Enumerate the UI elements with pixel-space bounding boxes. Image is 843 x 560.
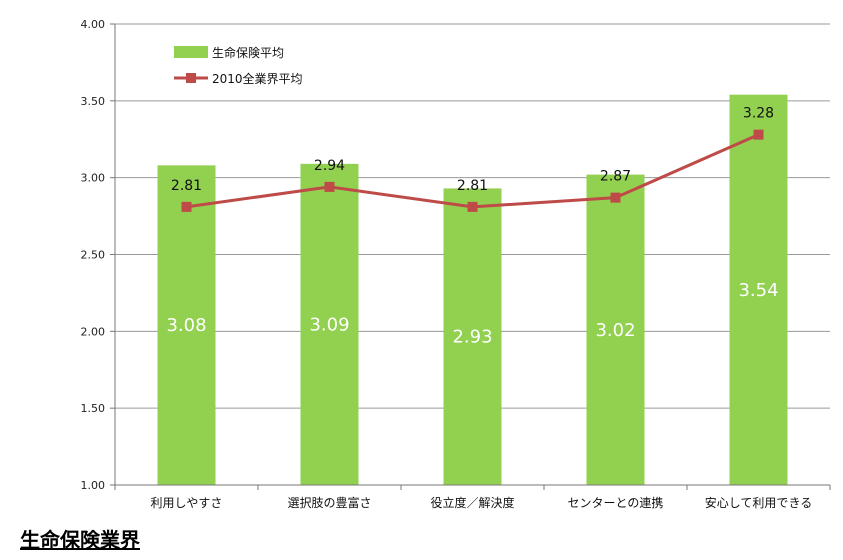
chart: 1.00 1.50 2.00 2.50 3.00 3.50 4.00 3.08 3.09 2.9…: [81, 18, 831, 510]
line-point: [467, 201, 478, 212]
bar-series: [157, 94, 788, 486]
bar: [443, 188, 502, 485]
x-tick-label: 選択肢の豊富さ: [287, 495, 371, 510]
y-tick-label: 1.00: [81, 479, 106, 492]
line-value-labels: 2.81 2.94 2.81 2.87 3.28: [171, 106, 774, 194]
y-tick-label: 3.50: [81, 95, 106, 108]
bar-value-label: 3.02: [595, 320, 635, 341]
bar: [586, 174, 645, 486]
line-value-label: 2.81: [457, 178, 488, 194]
line-series: [181, 129, 764, 212]
bar: [157, 165, 216, 485]
x-tick-label: 利用しやすさ: [151, 496, 223, 510]
line-point: [324, 181, 335, 192]
y-tick-label: 2.50: [81, 249, 106, 262]
y-axis-ticks: 1.00 1.50 2.00 2.50 3.00 3.50 4.00: [81, 18, 115, 492]
legend-label: 生命保険平均: [212, 45, 284, 60]
line-point: [753, 129, 764, 140]
x-axis: 利用しやすさ 選択肢の豊富さ 役立度／解決度 センターとの連携 安心して利用できる: [114, 24, 831, 510]
x-tick-label: 安心して利用できる: [705, 495, 812, 510]
bar-value-label: 3.54: [738, 280, 778, 301]
bar-value-labels: 3.08 3.09 2.93 3.02 3.54: [166, 280, 778, 348]
x-tick-label: センターとの連携: [568, 495, 664, 510]
y-tick-label: 3.00: [81, 172, 106, 185]
y-tick-label: 1.50: [81, 402, 106, 415]
y-tick-label: 4.00: [81, 18, 106, 31]
x-tick-label: 役立度／解決度: [430, 495, 514, 510]
legend: 生命保険平均 2010全業界平均: [174, 45, 303, 86]
line-value-label: 2.81: [171, 178, 202, 194]
legend-label: 2010全業界平均: [212, 71, 303, 86]
bar-value-label: 2.93: [452, 327, 492, 348]
legend-swatch-bar: [174, 46, 208, 58]
line-value-label: 3.28: [743, 106, 774, 122]
bar: [300, 163, 359, 485]
line-point: [181, 201, 192, 212]
line-point: [610, 192, 621, 203]
bar: [729, 94, 788, 485]
line-value-label: 2.94: [314, 158, 345, 174]
bar-value-label: 3.09: [309, 314, 349, 335]
line-value-label: 2.87: [600, 169, 631, 185]
legend-swatch-marker: [186, 73, 196, 83]
chart-caption: 生命保険業界: [20, 528, 140, 552]
bar-value-label: 3.08: [166, 315, 206, 336]
y-tick-label: 2.00: [81, 325, 106, 338]
